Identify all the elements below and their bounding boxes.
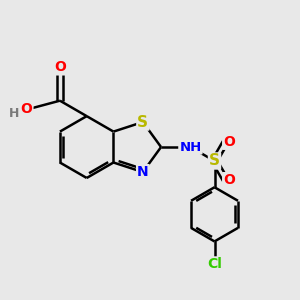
Text: N: N (137, 165, 149, 179)
Text: O: O (54, 60, 66, 74)
Text: S: S (209, 154, 220, 169)
Text: O: O (223, 173, 235, 187)
Text: O: O (21, 102, 32, 116)
Text: Cl: Cl (207, 257, 222, 272)
Text: O: O (223, 135, 235, 149)
Text: NH: NH (179, 141, 202, 154)
Text: H: H (9, 107, 19, 121)
Text: S: S (137, 115, 148, 130)
